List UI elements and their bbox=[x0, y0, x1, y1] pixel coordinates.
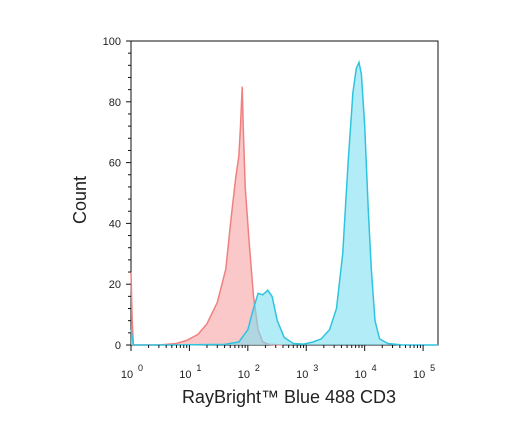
x-tick-base: 10 bbox=[238, 369, 250, 381]
x-tick-exponent: 5 bbox=[430, 363, 435, 373]
y-tick-label: 80 bbox=[109, 97, 121, 109]
x-tick-exponent: 2 bbox=[255, 363, 260, 373]
histogram-fill-2 bbox=[131, 62, 438, 346]
x-tick-exponent: 3 bbox=[313, 363, 318, 373]
axis-layer bbox=[126, 40, 424, 351]
series-layer bbox=[130, 59, 438, 346]
y-tick-label: 0 bbox=[115, 340, 121, 352]
x-tick-base: 10 bbox=[355, 369, 367, 381]
x-tick-exponent: 0 bbox=[138, 363, 143, 373]
plot-frame bbox=[130, 40, 439, 346]
y-tick-label: 100 bbox=[103, 36, 121, 48]
y-tick-label: 60 bbox=[109, 158, 121, 170]
x-tick-base: 10 bbox=[179, 369, 191, 381]
histogram-fill-1 bbox=[131, 86, 283, 345]
y-tick-label: 40 bbox=[109, 218, 121, 230]
y-axis-title: Count bbox=[70, 176, 90, 224]
y-tick-label: 20 bbox=[109, 279, 121, 291]
x-tick-base: 10 bbox=[296, 369, 308, 381]
x-tick-base: 10 bbox=[121, 369, 133, 381]
x-tick-exponent: 4 bbox=[372, 363, 377, 373]
x-tick-exponent: 1 bbox=[196, 363, 201, 373]
histogram-line-2 bbox=[130, 59, 438, 346]
x-axis-title: RayBright™ Blue 488 CD3 bbox=[182, 387, 396, 407]
x-tick-base: 10 bbox=[413, 369, 425, 381]
